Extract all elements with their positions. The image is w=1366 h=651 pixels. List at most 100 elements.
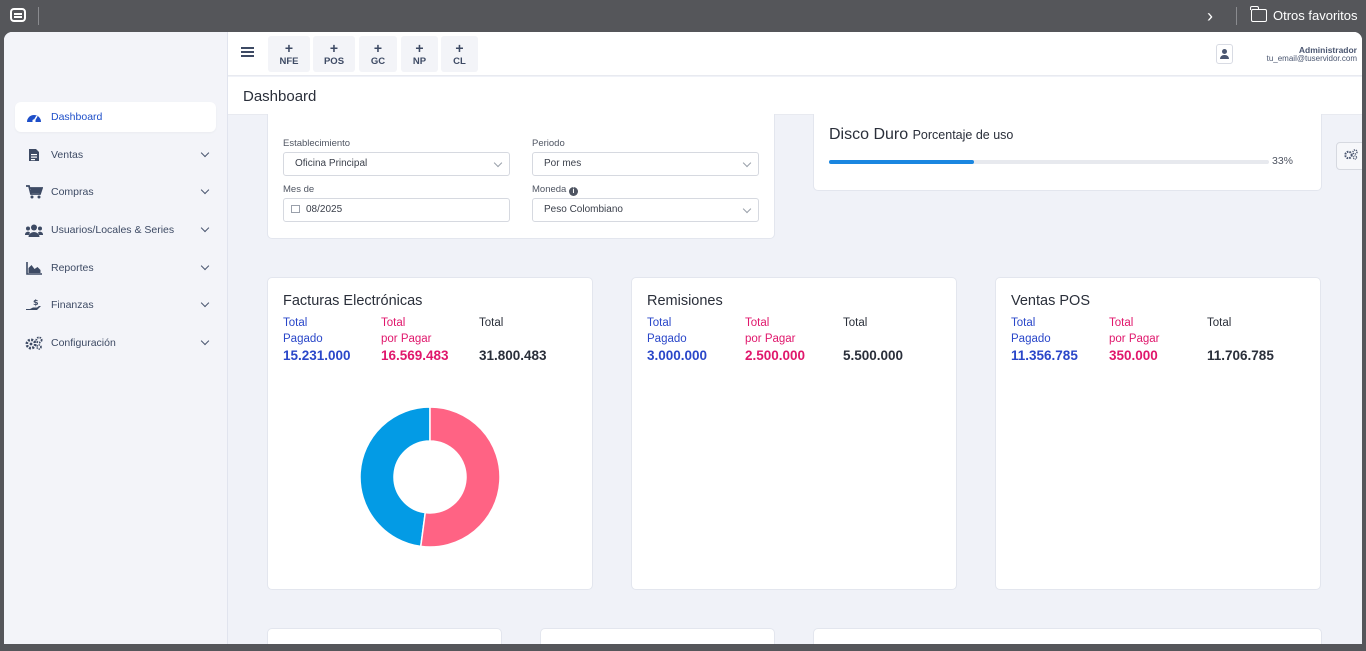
sidebar: Dashboard Ventas Compras Usuarios/Locale…	[4, 32, 228, 644]
donut-slice-due[interactable]	[419, 406, 501, 548]
establecimiento-select[interactable]: Oficina Principal	[283, 152, 510, 176]
bar-divider	[1236, 7, 1237, 25]
due-label: Total por Pagar	[381, 317, 432, 345]
progress-fill	[829, 160, 975, 164]
tab-icon[interactable]	[10, 8, 26, 22]
quick-add-gc-button[interactable]: + GC	[359, 36, 397, 72]
folder-icon[interactable]	[1250, 6, 1267, 22]
sidebar-item-configuracion[interactable]: Configuración	[15, 328, 216, 358]
mes-label: Mes de	[283, 184, 315, 195]
chevron-down-icon	[200, 185, 210, 195]
sidebar-item-dashboard[interactable]: Dashboard	[15, 102, 216, 132]
paid-value: 11.356.785	[1011, 348, 1078, 363]
establecimiento-label: Establecimiento	[283, 138, 351, 149]
sidebar-item-reportes[interactable]: Reportes	[15, 253, 216, 283]
plus-icon: +	[415, 39, 424, 56]
users-icon	[25, 223, 43, 237]
disk-usage-progress	[829, 160, 1269, 164]
paid-value: 3.000.000	[647, 348, 708, 363]
remisiones-card: Remisiones Total Pagado 3.000.000 Total po…	[631, 277, 957, 590]
card-title: Remisiones	[647, 293, 723, 309]
app-window: Dashboard Ventas Compras Usuarios/Locale…	[4, 32, 1362, 644]
chevron-right-icon[interactable]: ›	[1207, 6, 1213, 26]
sidebar-item-label: Compras	[51, 186, 94, 198]
select-value: Peso Colombiano	[544, 204, 623, 215]
speedometer-icon	[25, 110, 43, 124]
area-chart-icon	[25, 261, 43, 275]
quick-add-pos-button[interactable]: + POS	[313, 36, 355, 72]
quick-button-label: NFE	[279, 55, 299, 67]
bar-divider	[38, 7, 39, 25]
date-value: 08/2025	[306, 204, 343, 215]
quick-add-cl-button[interactable]: + CL	[441, 36, 478, 72]
bottom-card	[813, 628, 1322, 644]
cart-icon	[25, 185, 43, 199]
page-header: Dashboard	[228, 77, 1362, 115]
moneda-label: Moneda i	[532, 184, 578, 196]
total-label: Total	[479, 317, 504, 329]
periodo-select[interactable]: Por mes	[532, 152, 759, 176]
sidebar-item-ventas[interactable]: Ventas	[15, 140, 216, 170]
paid-label: Total Pagado	[647, 317, 687, 345]
moneda-select[interactable]: Peso Colombiano	[532, 198, 759, 222]
menu-icon[interactable]	[241, 47, 254, 49]
total-label: Total	[1207, 317, 1232, 329]
user-avatar-icon[interactable]	[1216, 44, 1233, 64]
paid-label: Total Pagado	[283, 317, 323, 345]
settings-side-tab[interactable]	[1336, 142, 1362, 170]
quick-button-label: CL	[453, 55, 466, 67]
quick-add-np-button[interactable]: + NP	[401, 36, 438, 72]
svg-text:$: $	[33, 298, 39, 307]
mes-date-input[interactable]: 08/2025	[283, 198, 510, 222]
plus-icon: +	[284, 39, 294, 56]
page-title: Dashboard	[243, 88, 317, 105]
total-value: 11.706.785	[1207, 348, 1274, 363]
due-label: Total por Pagar	[1109, 317, 1160, 345]
sidebar-item-finanzas[interactable]: $ Finanzas	[15, 290, 216, 320]
document-icon	[25, 148, 43, 162]
sidebar-item-usuarios[interactable]: Usuarios/Locales & Series	[15, 215, 216, 245]
paid-value: 15.231.000	[283, 348, 351, 363]
bookmarks-folder-label[interactable]: Otros favoritos	[1273, 8, 1358, 23]
bottom-card	[540, 628, 775, 644]
periodo-label: Periodo	[532, 138, 565, 149]
chevron-down-icon	[200, 261, 210, 271]
payment-donut-chart	[359, 406, 501, 548]
browser-bookmarks-bar: › Otros favoritos	[0, 0, 1366, 32]
paid-label: Total Pagado	[1011, 317, 1051, 345]
card-title: Facturas Electrónicas	[283, 293, 423, 309]
due-label: Total por Pagar	[745, 317, 796, 345]
chevron-down-icon	[200, 336, 210, 346]
cogs-icon	[1344, 147, 1358, 165]
sidebar-item-label: Finanzas	[51, 299, 94, 311]
cogs-icon	[25, 336, 43, 350]
calendar-icon	[291, 205, 300, 213]
sidebar-item-compras[interactable]: Compras	[15, 177, 216, 207]
chevron-down-icon	[200, 223, 210, 233]
chevron-down-icon	[493, 158, 503, 168]
select-value: Por mes	[544, 158, 582, 169]
sidebar-item-label: Configuración	[51, 337, 116, 349]
due-value: 2.500.000	[745, 348, 806, 363]
bottom-card	[267, 628, 502, 644]
plus-icon: +	[455, 39, 464, 56]
total-value: 31.800.483	[479, 348, 547, 363]
plus-icon: +	[373, 39, 383, 56]
chevron-down-icon	[742, 204, 752, 214]
chevron-down-icon	[742, 158, 752, 168]
select-value: Oficina Principal	[295, 158, 368, 169]
user-name[interactable]: Administrador	[1298, 45, 1357, 55]
total-value: 5.500.000	[843, 348, 904, 363]
disk-title: Disco Duro Porcentaje de uso	[829, 126, 1014, 143]
quick-button-label: NP	[412, 55, 427, 67]
plus-icon: +	[329, 39, 339, 56]
disk-usage-percent: 33%	[1272, 155, 1294, 167]
donut-slice-paid[interactable]	[359, 406, 431, 548]
info-icon[interactable]: i	[568, 187, 578, 196]
due-value: 16.569.483	[381, 348, 449, 363]
quick-add-nfe-button[interactable]: + NFE	[268, 36, 310, 72]
ventas-pos-card: Ventas POS Total Pagado 11.356.785 Total p…	[995, 277, 1321, 590]
sidebar-item-label: Dashboard	[51, 111, 103, 123]
user-email: tu_email@tuservidor.com	[1266, 54, 1357, 63]
chevron-down-icon	[200, 298, 210, 308]
